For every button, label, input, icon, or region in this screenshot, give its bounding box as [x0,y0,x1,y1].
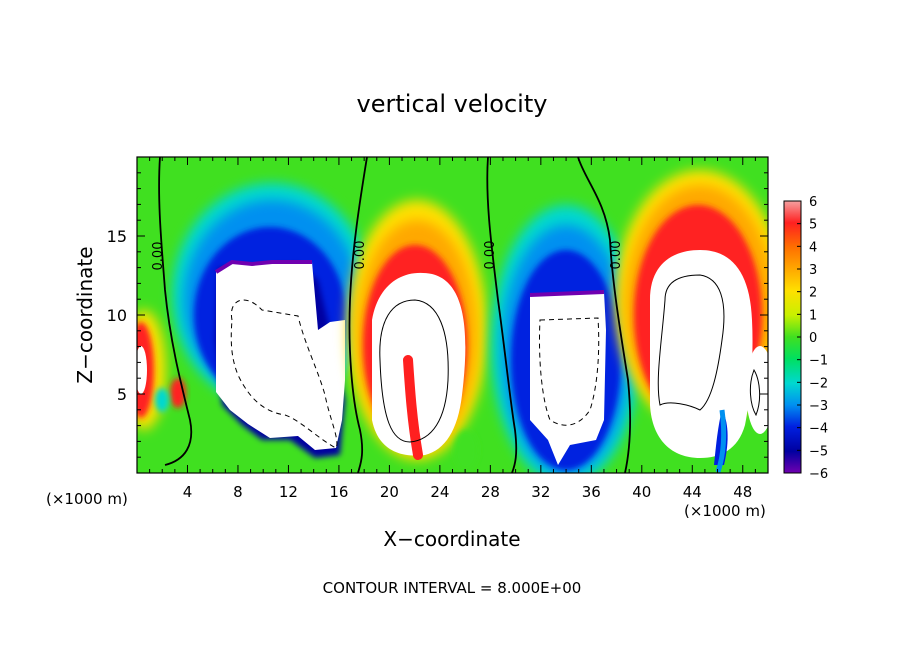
x-tick-label: 20 [380,483,399,501]
colorbar-tick-label: 4 [809,240,817,255]
x-tick-label: 32 [531,483,550,501]
positive-contour-2 [657,274,725,411]
positive-contour-3 [749,368,761,417]
colorbar-ticks: 6 5 4 3 2 1 0 −1 −2 −3 −4 −5 −6 [797,195,828,482]
negative-contour-1 [230,299,338,449]
colorbar-tick-label: −5 [809,444,828,459]
chart-title: vertical velocity [357,90,548,118]
colorbar-tick-label: −1 [809,354,828,369]
zero-contour-labels: 0.00 0.00 0.00 0.00 [151,241,624,271]
x-tick-label: 12 [279,483,298,501]
zero-contour-label: 0.00 [483,241,498,270]
x-unit-label-right: (×1000 m) [684,502,766,520]
zero-contour-label: 0.00 [151,242,166,271]
y-axis: 5 10 15 [107,172,768,458]
x-tick-label: 4 [183,483,193,501]
x-axis-title: X−coordinate [383,527,520,551]
zero-contour-label: 0.00 [353,241,368,270]
zero-contour-label: 0.00 [609,241,624,270]
zero-contour-2 [348,157,368,473]
zero-contour-4 [577,157,632,473]
updraft-cell-2 [615,170,768,473]
y-tick-label: 5 [117,385,127,404]
downdraft-cell-1 [172,183,372,458]
colorbar-tick-label: 0 [809,331,817,346]
colorbar-tick-label: 5 [809,218,817,233]
negative-contour-2 [538,317,600,426]
x-axis: 4 8 12 16 20 24 28 32 36 40 44 48 [149,157,756,501]
x-tick-label: 8 [233,483,243,501]
colorbar-tick-label: 3 [809,263,817,278]
colorbar-tick-label: 2 [809,286,817,301]
x-tick-label: 36 [582,483,601,501]
x-tick-label: 40 [632,483,651,501]
colorbar-tick-label: 6 [809,195,817,210]
contour-lines [158,157,761,473]
colorbar-tick-label: −2 [809,376,828,391]
x-tick-label: 16 [329,483,348,501]
y-axis-title: Z−coordinate [73,246,97,383]
colorbar-tick-label: −4 [809,422,828,437]
x-tick-label: 44 [683,483,702,501]
contour-interval-label: CONTOUR INTERVAL = 8.000E+00 [323,579,582,597]
x-tick-label: 24 [430,483,449,501]
downdraft-cell-2 [491,205,641,473]
colorbar-tick-label: −6 [809,467,828,482]
y-tick-label: 15 [107,227,127,246]
heatmap-field [137,157,768,473]
zero-contour-3 [486,157,518,473]
colorbar: 6 5 4 3 2 1 0 −1 −2 −3 −4 −5 −6 [783,195,828,482]
positive-contour-1 [379,299,449,443]
updraft-cell-1 [347,200,487,470]
x-tick-label: 28 [481,483,500,501]
y-tick-label: 10 [107,306,127,325]
colorbar-tick-label: 1 [809,308,817,323]
zero-contour-1 [158,157,193,466]
updraft-cell-left [137,310,186,430]
x-tick-label: 48 [733,483,752,501]
x-unit-label-left: (×1000 m) [46,490,128,508]
colorbar-tick-label: −3 [809,399,828,414]
